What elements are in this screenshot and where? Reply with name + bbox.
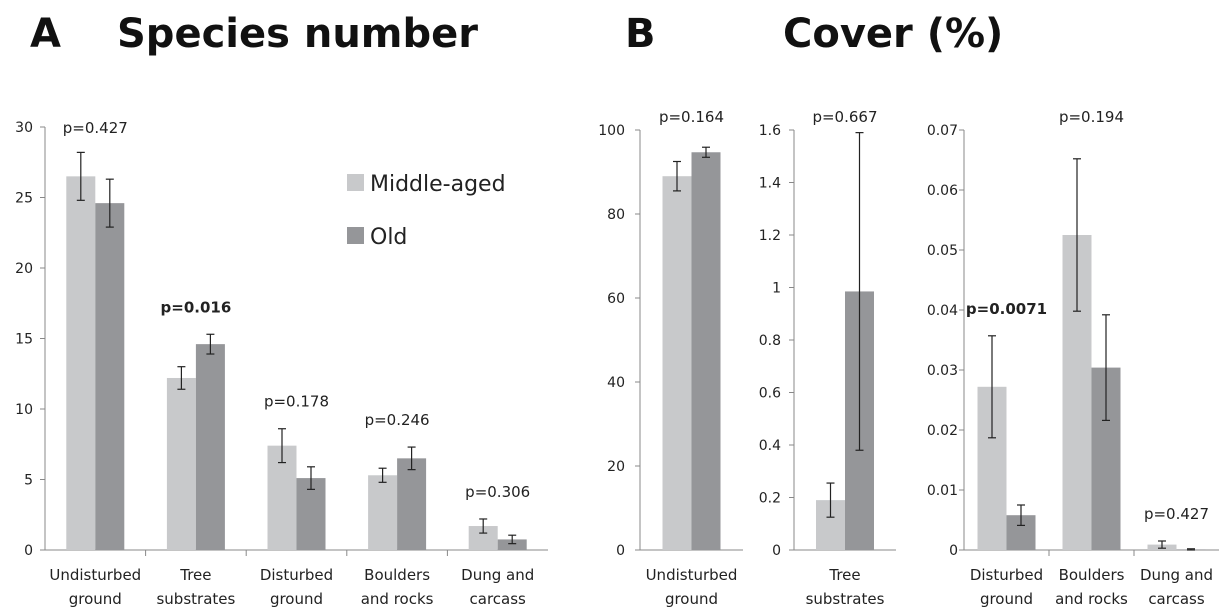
category-label: Tree <box>179 566 211 584</box>
chart-cover-tree: 0 0.2 0.4 0.6 0.8 1 1.2 1.4 1.6 p=0.667 Tree substr… <box>759 108 896 608</box>
panel-b-title: Cover (%) <box>783 11 1003 57</box>
y-tick-label: 0.4 <box>759 438 781 454</box>
category-label: Tree <box>828 566 860 584</box>
bar-middle-aged <box>66 176 96 550</box>
y-tick-label: 1 <box>772 281 781 297</box>
category-label: ground <box>69 590 122 608</box>
legend: Middle-aged Old <box>347 172 506 250</box>
p-value-label: p=0.194 <box>1059 108 1124 126</box>
y-tick-label: 40 <box>607 375 625 391</box>
y-tick-label: 1.6 <box>759 123 781 139</box>
p-value-label: p=0.178 <box>264 393 329 411</box>
p-value-label: p=0.427 <box>63 119 128 137</box>
y-tick-label: 0.06 <box>927 183 958 199</box>
p-value-label: p=0.164 <box>659 108 724 126</box>
category-label: Undisturbed <box>646 566 738 584</box>
y-tick-label: 20 <box>15 261 33 277</box>
y-tick-label: 0 <box>949 543 958 559</box>
y-tick-label: 5 <box>24 473 33 489</box>
y-tick-label: 15 <box>15 332 33 348</box>
y-tick-label: 0.8 <box>759 333 781 349</box>
y-tick-label: 60 <box>607 291 625 307</box>
bar-old <box>95 203 125 550</box>
y-tick-label: 80 <box>607 207 625 223</box>
category-label: ground <box>270 590 323 608</box>
category-label: and rocks <box>361 590 434 608</box>
bar-old <box>691 152 721 550</box>
bar-middle-aged <box>662 176 692 550</box>
category-label: substrates <box>156 590 235 608</box>
bar-old <box>296 478 326 550</box>
panel-a-letter: A <box>30 11 61 57</box>
y-tick-label: 0.05 <box>927 243 958 259</box>
y-tick-label: 0.2 <box>759 491 781 507</box>
y-tick-label: 1.2 <box>759 228 781 244</box>
chart-cover-other: 0 0.01 0.02 0.03 0.04 0.05 0.06 0.07 p=0.0071 Dis… <box>927 108 1219 608</box>
category-label: ground <box>665 590 718 608</box>
y-tick-label: 30 <box>15 120 33 136</box>
y-tick-label: 0 <box>616 543 625 559</box>
category-label: Disturbed <box>970 566 1043 584</box>
bar-middle-aged <box>468 526 498 550</box>
bar-old <box>397 458 427 550</box>
category-label: substrates <box>806 590 885 608</box>
chart-species-number: 0 5 10 15 20 25 30 p=0.427 Undisturbed ground p=0.… <box>15 119 548 608</box>
category-label: Dung and <box>461 566 534 584</box>
y-tick-label: 100 <box>598 123 625 139</box>
category-label: carcass <box>1148 590 1205 608</box>
y-tick-label: 10 <box>15 402 33 418</box>
legend-swatch-middle-aged <box>347 174 364 191</box>
p-value-label: p=0.0071 <box>966 300 1047 318</box>
bar-old <box>195 344 225 550</box>
category-label: Undisturbed <box>49 566 141 584</box>
y-tick-label: 0.01 <box>927 483 958 499</box>
category-label: carcass <box>470 590 527 608</box>
legend-label: Middle-aged <box>370 172 506 197</box>
panel-b-letter: B <box>625 11 656 57</box>
y-tick-label: 0.07 <box>927 123 958 139</box>
bar-middle-aged <box>368 475 398 550</box>
category-label: Dung and <box>1140 566 1213 584</box>
y-tick-label: 0 <box>772 543 781 559</box>
p-value-label: p=0.016 <box>161 298 232 316</box>
legend-label: Old <box>370 225 407 250</box>
legend-swatch-old <box>347 227 364 244</box>
y-tick-label: 0.04 <box>927 303 958 319</box>
y-tick-label: 0.6 <box>759 386 781 402</box>
category-label: Disturbed <box>260 566 333 584</box>
category-label: Boulders <box>364 566 430 584</box>
y-tick-label: 0 <box>24 543 33 559</box>
bar-middle-aged <box>166 377 196 550</box>
y-tick-label: 0.02 <box>927 423 958 439</box>
p-value-label: p=0.246 <box>365 411 430 429</box>
category-label: Boulders <box>1059 566 1125 584</box>
chart-cover-undisturbed: 0 20 40 60 80 100 p=0.164 Undisturbed ground <box>598 108 743 608</box>
bar-old <box>497 539 527 550</box>
y-tick-label: 1.4 <box>759 176 781 192</box>
y-tick-label: 25 <box>15 191 33 207</box>
p-value-label: p=0.306 <box>465 483 530 501</box>
y-tick-label: 20 <box>607 459 625 475</box>
category-label: and rocks <box>1055 590 1128 608</box>
p-value-label: p=0.427 <box>1144 505 1209 523</box>
y-tick-label: 0.03 <box>927 363 958 379</box>
panel-a-title: Species number <box>117 11 478 57</box>
category-label: ground <box>980 590 1033 608</box>
p-value-label: p=0.667 <box>812 108 877 126</box>
